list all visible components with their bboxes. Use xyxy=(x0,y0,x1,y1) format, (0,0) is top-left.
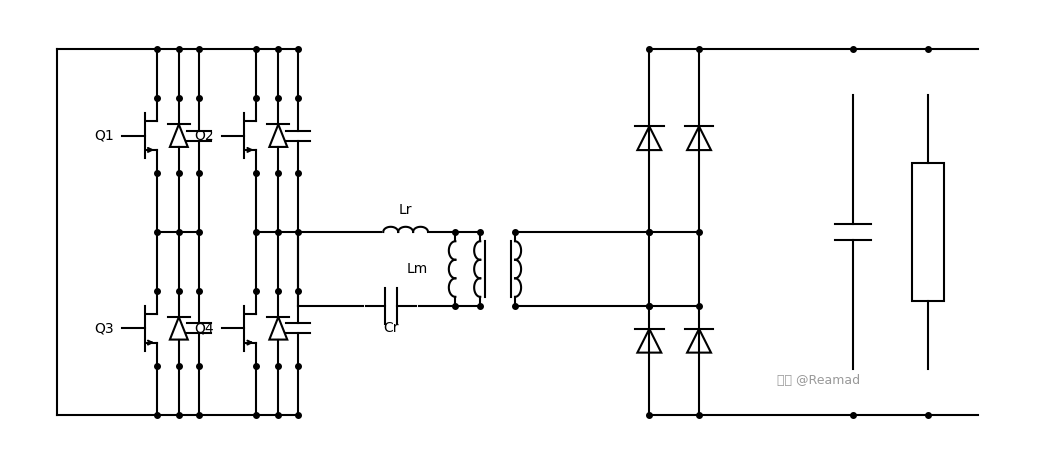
Text: 知乎 @Reamad: 知乎 @Reamad xyxy=(776,374,860,387)
Text: Lm: Lm xyxy=(407,262,427,276)
Text: Q1: Q1 xyxy=(94,128,114,143)
Text: Q4: Q4 xyxy=(194,321,213,335)
Text: Cr: Cr xyxy=(382,321,398,335)
Text: Q2: Q2 xyxy=(194,128,213,143)
Bar xyxy=(912,164,944,300)
Text: Q3: Q3 xyxy=(94,321,114,335)
Text: Lr: Lr xyxy=(399,203,413,217)
